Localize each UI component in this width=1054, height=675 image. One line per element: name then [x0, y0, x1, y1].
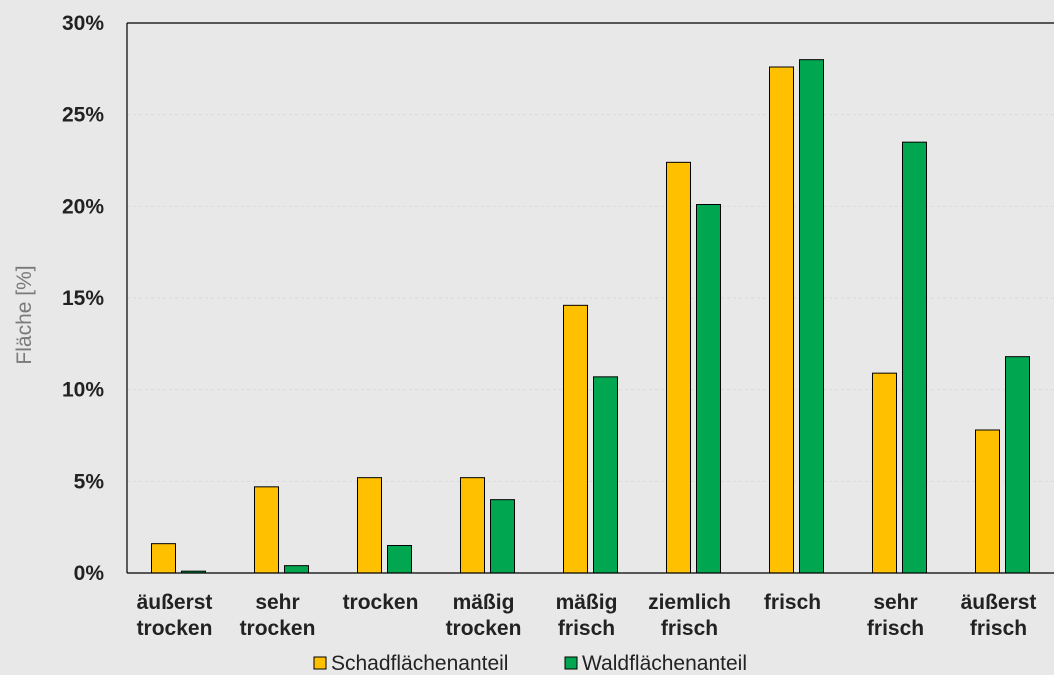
category-label-line: sehr: [873, 591, 917, 614]
category-label-line: mäßig: [453, 591, 515, 614]
category-label-line: mäßig: [556, 591, 618, 614]
gridlines: [127, 114, 1054, 482]
category-label-line: frisch: [970, 617, 1027, 640]
bar-schadflaechen-0: [151, 543, 176, 574]
category-label-line: trocken: [137, 617, 213, 640]
category-label: mäßig trocken: [446, 591, 522, 640]
category-label-line: ziemlich: [648, 591, 731, 614]
bar-schadflaechen-6: [769, 66, 794, 574]
category-label-line: trocken: [343, 591, 419, 614]
category-label-line: frisch: [661, 617, 718, 640]
y-tick-label: 30%: [62, 12, 104, 35]
category-label: sehr frisch: [867, 591, 924, 640]
category-label: äußerst trocken: [137, 591, 213, 640]
y-tick-label: 0%: [74, 562, 105, 585]
legend-label: Waldflächenanteil: [582, 652, 747, 675]
bar-schadflaechen-8: [975, 429, 1000, 574]
category-label-line: äußerst: [961, 591, 1037, 614]
bar-schadflaechen-3: [460, 477, 485, 574]
category-label: äußerst frisch: [961, 591, 1037, 640]
category-label: mäßig frisch: [556, 591, 618, 640]
y-tick-label: 15%: [62, 287, 104, 310]
bar-waldflaechen-5: [696, 204, 721, 574]
legend: Schadflächenanteil Waldflächenanteil: [313, 652, 747, 675]
bar-waldflaechen-6: [799, 59, 824, 574]
category-label: frisch: [764, 591, 821, 614]
category-label-line: trocken: [240, 617, 316, 640]
bar-waldflaechen-7: [902, 141, 927, 574]
bar-waldflaechen-3: [490, 499, 515, 574]
bar-schadflaechen-2: [357, 477, 382, 574]
category-label: trocken: [343, 591, 419, 614]
bar-waldflaechen-1: [284, 565, 309, 574]
y-tick-label: 20%: [62, 195, 104, 218]
bar-waldflaechen-2: [387, 545, 412, 574]
category-label-line: trocken: [446, 617, 522, 640]
legend-label: Schadflächenanteil: [331, 652, 508, 675]
legend-swatch: [313, 656, 327, 670]
y-tick-label: 5%: [74, 470, 105, 493]
bar-schadflaechen-7: [872, 372, 897, 574]
axes: [126, 22, 1054, 574]
bar-schadflaechen-1: [254, 486, 279, 574]
category-label-line: sehr: [255, 591, 299, 614]
category-label-line: frisch: [867, 617, 924, 640]
bars: [151, 59, 1030, 574]
legend-swatch: [564, 656, 578, 670]
y-tick-label: 25%: [62, 104, 104, 127]
bar-waldflaechen-4: [593, 376, 618, 574]
y-tick-labels: 0% 5% 10% 15% 20% 25% 30%: [62, 12, 104, 585]
y-tick-label: 10%: [62, 379, 104, 402]
bar-schadflaechen-5: [666, 161, 691, 574]
category-label: sehr trocken: [240, 591, 316, 640]
category-label: ziemlich frisch: [648, 591, 731, 640]
y-axis-title: Fläche [%]: [13, 265, 36, 364]
bar-schadflaechen-4: [563, 304, 588, 574]
category-label-line: frisch: [764, 591, 821, 614]
bar-waldflaechen-8: [1005, 356, 1030, 574]
category-labels: äußerst trocken sehr trocken trocken mäßig tro…: [137, 591, 1037, 640]
category-label-line: frisch: [558, 617, 615, 640]
category-label-line: äußerst: [137, 591, 213, 614]
